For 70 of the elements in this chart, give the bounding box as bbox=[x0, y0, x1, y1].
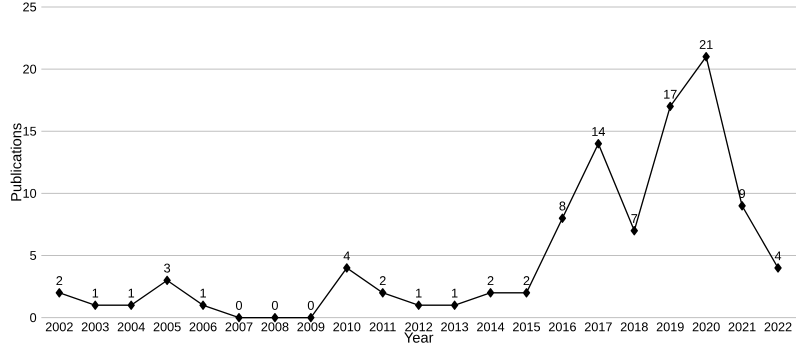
x-tick-label: 2004 bbox=[118, 322, 145, 332]
point bbox=[594, 139, 602, 148]
x-tick-label: 2013 bbox=[441, 322, 468, 332]
x-tick-label: 2014 bbox=[477, 322, 504, 332]
x-tick-label: 2005 bbox=[154, 322, 181, 332]
data-label: 3 bbox=[164, 264, 170, 273]
x-tick-label: 2022 bbox=[764, 322, 792, 332]
point bbox=[379, 288, 386, 298]
data-label: 17 bbox=[664, 90, 677, 99]
point bbox=[450, 300, 458, 310]
x-tick-label: 2011 bbox=[370, 322, 396, 332]
data-label: 0 bbox=[236, 300, 242, 310]
x-tick-label: 2019 bbox=[656, 322, 684, 332]
data-label: 4 bbox=[344, 251, 350, 260]
y-tick-label: 0 bbox=[30, 313, 36, 322]
point bbox=[522, 288, 530, 298]
y-tick-label: 15 bbox=[24, 126, 36, 136]
data-label: 2 bbox=[524, 276, 530, 286]
point bbox=[415, 300, 422, 310]
data-label: 1 bbox=[128, 288, 134, 298]
point bbox=[128, 300, 135, 310]
point bbox=[666, 102, 674, 112]
point bbox=[343, 263, 350, 273]
x-tick-label: 2010 bbox=[333, 322, 360, 332]
x-tick-label: 2015 bbox=[513, 322, 540, 332]
x-tick-label: 2016 bbox=[548, 322, 576, 332]
data-label: 1 bbox=[452, 288, 458, 298]
x-tick-label: 2021 bbox=[728, 322, 756, 332]
data-label: 1 bbox=[200, 288, 206, 298]
point bbox=[56, 288, 63, 298]
data-label: 4 bbox=[774, 251, 782, 260]
x-tick-label: 2017 bbox=[584, 322, 612, 332]
y-tick-label: 5 bbox=[30, 251, 36, 260]
data-label: 0 bbox=[308, 300, 314, 310]
data-label: 0 bbox=[272, 300, 278, 310]
point bbox=[199, 300, 207, 310]
data-label: 8 bbox=[559, 201, 566, 210]
x-tick-label: 2006 bbox=[190, 322, 217, 332]
x-tick-label: 2020 bbox=[692, 322, 720, 332]
data-label: 2 bbox=[56, 276, 62, 286]
point bbox=[92, 300, 99, 310]
point bbox=[307, 312, 315, 322]
x-tick-label: 2009 bbox=[297, 322, 324, 332]
y-tick-label: 25 bbox=[23, 2, 36, 12]
data-label: 2 bbox=[380, 276, 386, 286]
x-tick-label: 2018 bbox=[620, 322, 648, 332]
point bbox=[235, 312, 243, 322]
point bbox=[702, 52, 710, 62]
point bbox=[163, 276, 171, 286]
data-label: 7 bbox=[631, 214, 638, 223]
x-tick-label: 2012 bbox=[405, 322, 432, 332]
point bbox=[558, 214, 566, 223]
data-label: 21 bbox=[700, 40, 713, 49]
y-tick-label: 20 bbox=[23, 64, 36, 74]
point bbox=[738, 201, 746, 210]
x-axis-title: Year bbox=[404, 332, 434, 343]
point bbox=[630, 226, 638, 236]
data-label: 14 bbox=[592, 127, 606, 136]
x-tick-label: 2008 bbox=[261, 322, 288, 332]
data-label: 1 bbox=[416, 288, 422, 298]
data-label: 2 bbox=[488, 276, 494, 286]
x-tick-label: 2003 bbox=[82, 322, 109, 332]
y-tick-label: 10 bbox=[24, 188, 36, 198]
point bbox=[774, 263, 782, 273]
data-label: 1 bbox=[92, 288, 98, 298]
x-tick-label: 2007 bbox=[226, 322, 252, 332]
point bbox=[486, 288, 494, 298]
x-tick-label: 2002 bbox=[46, 322, 73, 332]
y-axis-title: Publications bbox=[10, 123, 22, 201]
point bbox=[271, 312, 279, 322]
